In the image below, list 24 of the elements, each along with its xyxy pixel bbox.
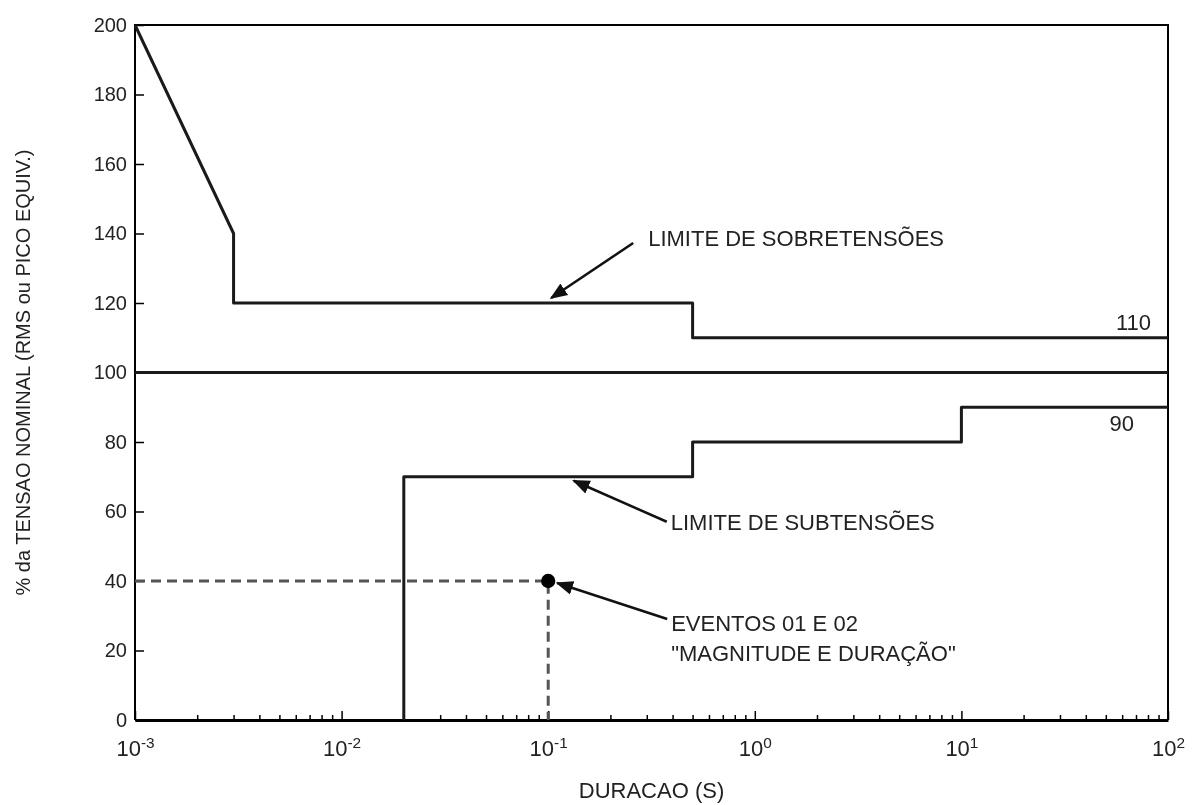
y-tick-label: 40 xyxy=(104,569,127,592)
x-tick-label: 10$^{-1}$ xyxy=(529,733,568,761)
y-tick-label: 60 xyxy=(104,500,127,523)
y-tick-label: 200 xyxy=(93,13,127,36)
y-tick-label: 180 xyxy=(93,83,127,106)
annotation: 110 xyxy=(1115,309,1151,335)
y-tick-label: 100 xyxy=(93,361,127,384)
x-tick-label: 10$^{0}$ xyxy=(738,733,772,761)
y-tick-label: 120 xyxy=(93,291,127,314)
x-tick-label: 10$^{1}$ xyxy=(945,733,979,761)
y-tick-label: 20 xyxy=(104,639,127,662)
x-tick-label: 10$^{-2}$ xyxy=(323,733,362,761)
x-tick-label: 10$^{2}$ xyxy=(1151,733,1186,761)
annotation: LIMITE DE SOBRETENSÕES xyxy=(648,226,945,251)
y-tick-label: 80 xyxy=(104,430,127,453)
annotation: 90 xyxy=(1109,411,1134,437)
annotation: LIMITE DE SUBTENSÕES xyxy=(670,509,935,535)
y-tick-label: 0 xyxy=(115,708,127,731)
annotation: EVENTOS 01 E 02 "MAGNITUDE E DURAÇÃO" xyxy=(671,611,956,666)
x-tick-label: 10$^{-3}$ xyxy=(116,733,155,761)
y-tick-label: 160 xyxy=(93,152,127,175)
y-tick-label: 140 xyxy=(93,222,127,245)
x-axis-title: DURACAO (S) xyxy=(578,778,725,803)
y-axis-title: % da TENSAO NOMINAL (RMS ou PICO EQUIV.) xyxy=(12,149,34,596)
